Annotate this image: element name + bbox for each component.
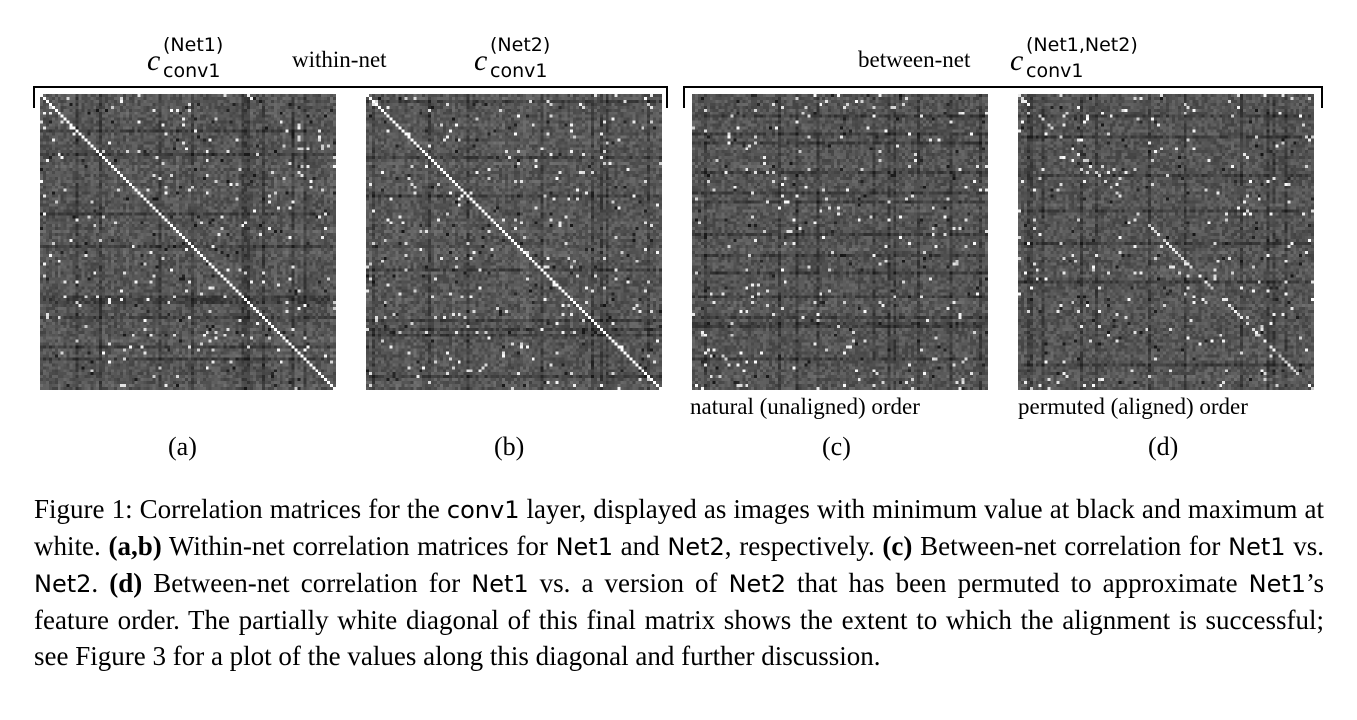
figure-caption: Figure 1: Correlation matrices for the c… [34, 494, 1325, 671]
c-symbol: c [147, 44, 161, 77]
panel-label-d: (d) [1148, 432, 1179, 461]
within-net-bracket [33, 86, 668, 108]
correlation-matrix-a [40, 94, 336, 390]
subscript: conv1 [490, 60, 548, 82]
between-net-bracket [683, 86, 1323, 108]
superscript: (Net1) [163, 34, 224, 56]
order-label-c: natural (unaligned) order [690, 394, 920, 419]
subscript: conv1 [1026, 60, 1084, 82]
c-symbol: c [474, 44, 488, 77]
panel-label-a: (a) [168, 432, 197, 461]
superscript: (Net2) [490, 34, 551, 56]
correlation-matrix-b [366, 94, 662, 390]
panel-label-b: (b) [494, 432, 525, 461]
within-net-label: within-net [292, 47, 387, 72]
order-label-d: permuted (aligned) order [1018, 394, 1248, 419]
correlation-matrix-d [1018, 94, 1314, 390]
c-symbol: c [1010, 44, 1024, 77]
between-net-label: between-net [858, 47, 971, 72]
subscript: conv1 [163, 60, 221, 82]
panel-label-c: (c) [822, 432, 851, 461]
superscript: (Net1,Net2) [1026, 34, 1138, 56]
correlation-matrix-c [692, 94, 988, 390]
